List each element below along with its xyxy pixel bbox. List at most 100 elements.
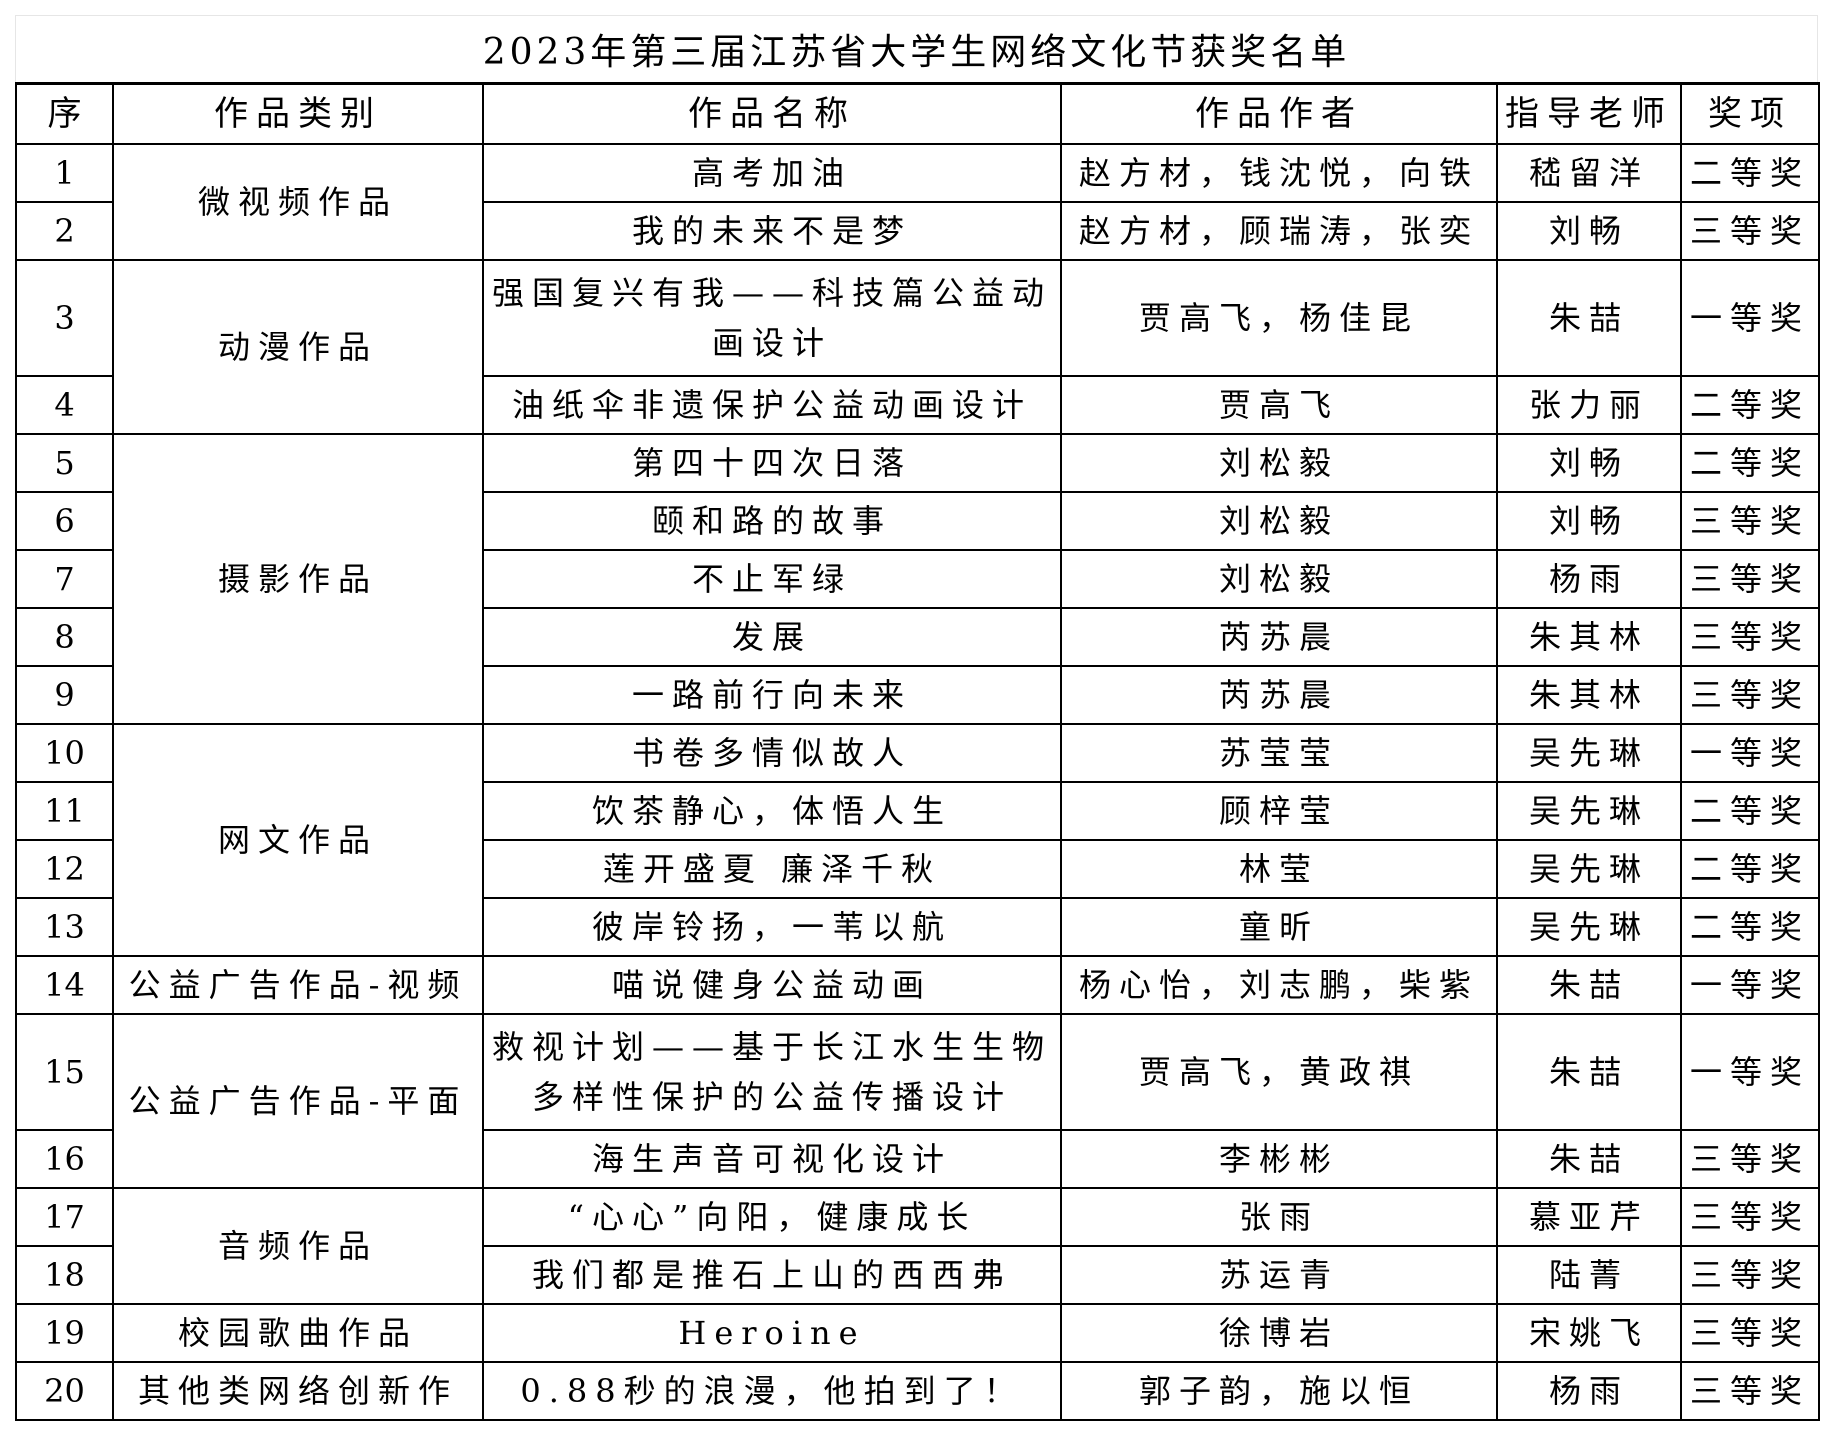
teacher-cell: 朱喆 (1496, 259, 1682, 377)
author-cell: 苏莹莹 (1060, 723, 1498, 783)
author-cell: 贾高飞 (1060, 375, 1498, 435)
award-cell: 一等奖 (1680, 1013, 1820, 1131)
sheet-title: 2023年第三届江苏省大学生网络文化节获奖名单 (15, 15, 1818, 82)
award-cell: 三等奖 (1680, 1361, 1820, 1421)
teacher-cell: 刘畅 (1496, 491, 1682, 551)
award-cell: 一等奖 (1680, 723, 1820, 783)
work-name-cell: 救视计划——基于长江水生生物多样性保护的公益传播设计 (482, 1013, 1062, 1131)
table-row: 4 油纸伞非遗保护公益动画设计 贾高飞 张力丽 二等奖 (15, 375, 1820, 435)
award-cell: 三等奖 (1680, 1303, 1820, 1363)
table-row: 2 我的未来不是梦 赵方材，顾瑞涛，张奕 刘畅 三等奖 (15, 201, 1820, 261)
teacher-cell: 朱其林 (1496, 665, 1682, 725)
author-cell: 芮苏晨 (1060, 665, 1498, 725)
row-number: 14 (15, 955, 114, 1015)
award-cell: 二等奖 (1680, 143, 1820, 203)
author-cell: 芮苏晨 (1060, 607, 1498, 667)
author-cell: 赵方材，钱沈悦，向铁 (1060, 143, 1498, 203)
teacher-cell: 朱喆 (1496, 955, 1682, 1015)
row-number: 4 (15, 375, 114, 435)
work-name-cell: 莲开盛夏 廉泽千秋 (482, 839, 1062, 899)
work-name-cell: 书卷多情似故人 (482, 723, 1062, 783)
teacher-cell: 宋姚飞 (1496, 1303, 1682, 1363)
category-cell: 微视频作品 (112, 143, 484, 261)
work-name-cell: 喵说健身公益动画 (482, 955, 1062, 1015)
teacher-cell: 嵇留洋 (1496, 143, 1682, 203)
work-name-cell: 油纸伞非遗保护公益动画设计 (482, 375, 1062, 435)
table-row: 16 海生声音可视化设计 李彬彬 朱喆 三等奖 (15, 1129, 1820, 1189)
category-cell: 网文作品 (112, 723, 484, 957)
table-row: 17 音频作品 “心心”向阳，健康成长 张雨 慕亚芹 三等奖 (15, 1187, 1820, 1305)
table-row: 14 公益广告作品-视频 喵说健身公益动画 杨心怡，刘志鹏，柴紫 朱喆 一等奖 (15, 955, 1820, 1015)
work-name-cell: 我们都是推石上山的西西弗 (482, 1245, 1062, 1305)
table-row: 9 一路前行向未来 芮苏晨 朱其林 三等奖 (15, 665, 1820, 725)
author-cell: 林莹 (1060, 839, 1498, 899)
teacher-cell: 刘畅 (1496, 201, 1682, 261)
row-number: 6 (15, 491, 114, 551)
header-author: 作品作者 (1060, 82, 1498, 145)
row-number: 12 (15, 839, 114, 899)
row-number: 20 (15, 1361, 114, 1421)
row-number: 18 (15, 1245, 114, 1305)
work-name-cell: 不止军绿 (482, 549, 1062, 609)
teacher-cell: 吴先琳 (1496, 897, 1682, 957)
work-name-cell: 海生声音可视化设计 (482, 1129, 1062, 1189)
table-row: 12 莲开盛夏 廉泽千秋 林莹 吴先琳 二等奖 (15, 839, 1820, 899)
teacher-cell: 陆菁 (1496, 1245, 1682, 1305)
row-number: 11 (15, 781, 114, 841)
row-number: 8 (15, 607, 114, 667)
table-row: 20 其他类网络创新作 0.88秒的浪漫，他拍到了！ 郭子韵，施以恒 杨雨 三等奖 (15, 1361, 1820, 1421)
work-name-cell: 强国复兴有我——科技篇公益动画设计 (482, 259, 1062, 377)
award-cell: 三等奖 (1680, 665, 1820, 725)
teacher-cell: 杨雨 (1496, 1361, 1682, 1421)
table-row: 11 饮茶静心，体悟人生 顾梓莹 吴先琳 二等奖 (15, 781, 1820, 841)
teacher-cell: 杨雨 (1496, 549, 1682, 609)
row-number: 3 (15, 259, 114, 377)
category-cell: 动漫作品 (112, 259, 484, 435)
category-cell: 其他类网络创新作 (112, 1361, 484, 1421)
category-cell: 校园歌曲作品 (112, 1303, 484, 1363)
author-cell: 杨心怡，刘志鹏，柴紫 (1060, 955, 1498, 1015)
row-number: 1 (15, 143, 114, 203)
row-number: 19 (15, 1303, 114, 1363)
author-cell: 贾高飞，黄政祺 (1060, 1013, 1498, 1131)
header-award: 奖项 (1680, 82, 1820, 145)
author-cell: 李彬彬 (1060, 1129, 1498, 1189)
work-name-cell: 饮茶静心，体悟人生 (482, 781, 1062, 841)
category-cell: 公益广告作品-视频 (112, 955, 484, 1015)
teacher-cell: 朱喆 (1496, 1129, 1682, 1189)
teacher-cell: 吴先琳 (1496, 839, 1682, 899)
author-cell: 徐博岩 (1060, 1303, 1498, 1363)
table-row: 15 公益广告作品-平面 救视计划——基于长江水生生物多样性保护的公益传播设计 贾高飞… (15, 1013, 1820, 1189)
author-cell: 童昕 (1060, 897, 1498, 957)
work-name-cell: 0.88秒的浪漫，他拍到了！ (482, 1361, 1062, 1421)
author-cell: 赵方材，顾瑞涛，张奕 (1060, 201, 1498, 261)
award-cell: 二等奖 (1680, 781, 1820, 841)
work-name-cell: 颐和路的故事 (482, 491, 1062, 551)
row-number: 2 (15, 201, 114, 261)
category-cell: 音频作品 (112, 1187, 484, 1305)
award-cell: 一等奖 (1680, 259, 1820, 377)
header-no: 序 (15, 82, 114, 145)
award-cell: 三等奖 (1680, 201, 1820, 261)
header-work-name: 作品名称 (482, 82, 1062, 145)
table-row: 19 校园歌曲作品 Heroine 徐博岩 宋姚飞 三等奖 (15, 1303, 1820, 1363)
author-cell: 顾梓莹 (1060, 781, 1498, 841)
row-number: 17 (15, 1187, 114, 1247)
row-number: 16 (15, 1129, 114, 1189)
table-row: 3 动漫作品 强国复兴有我——科技篇公益动画设计 贾高飞，杨佳昆 朱喆 一等奖 (15, 259, 1820, 435)
award-cell: 二等奖 (1680, 433, 1820, 493)
work-name-cell: 高考加油 (482, 143, 1062, 203)
table-row: 18 我们都是推石上山的西西弗 苏运青 陆菁 三等奖 (15, 1245, 1820, 1305)
author-cell: 苏运青 (1060, 1245, 1498, 1305)
row-number: 10 (15, 723, 114, 783)
award-cell: 三等奖 (1680, 491, 1820, 551)
work-name-cell: 我的未来不是梦 (482, 201, 1062, 261)
row-number: 5 (15, 433, 114, 493)
award-cell: 三等奖 (1680, 549, 1820, 609)
award-cell: 一等奖 (1680, 955, 1820, 1015)
row-number: 7 (15, 549, 114, 609)
award-cell: 三等奖 (1680, 1187, 1820, 1247)
award-cell: 二等奖 (1680, 375, 1820, 435)
work-name-cell: 彼岸铃扬，一苇以航 (482, 897, 1062, 957)
work-name-cell: “心心”向阳，健康成长 (482, 1187, 1062, 1247)
